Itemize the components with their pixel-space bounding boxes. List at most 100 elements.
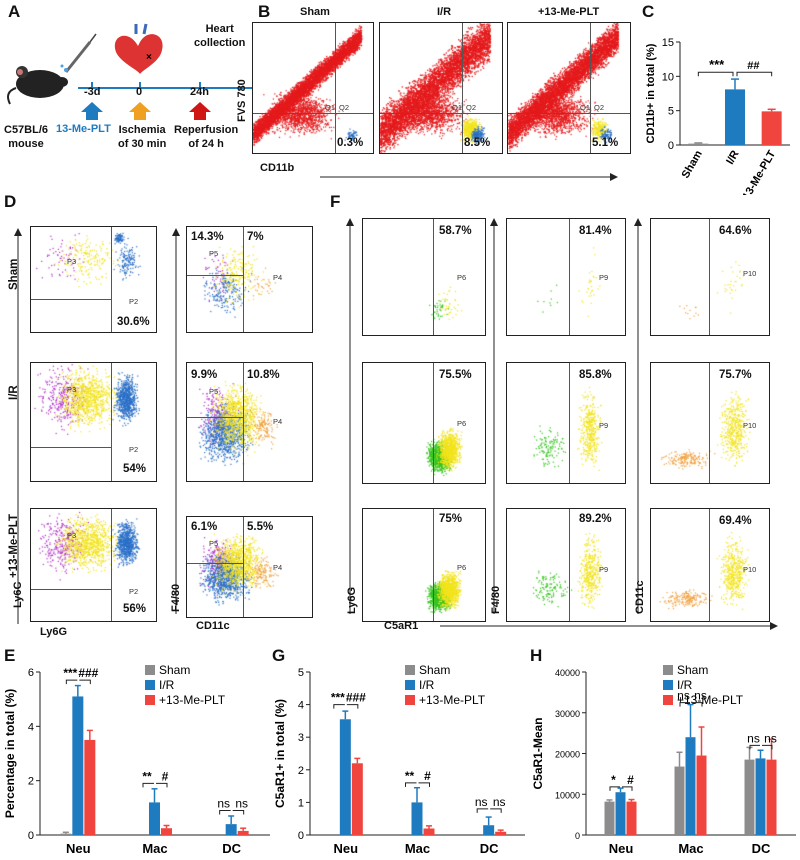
gate-p2: P2 bbox=[129, 297, 139, 306]
gate-p5: P5 bbox=[209, 539, 219, 548]
f-c5ar1-label: C5aR1 bbox=[384, 620, 419, 632]
bar-sham-dc bbox=[744, 759, 755, 835]
gate-p2: P2 bbox=[129, 445, 139, 454]
sig-bracket bbox=[697, 71, 734, 77]
gate-p6: P6 bbox=[457, 419, 467, 428]
panel-label-d: D bbox=[4, 192, 17, 211]
legend-swatch-1 bbox=[145, 680, 155, 690]
legend-label-0: Sham bbox=[419, 663, 450, 677]
legend-label-0: Sham bbox=[159, 663, 190, 677]
legend-swatch-0 bbox=[405, 665, 415, 675]
y-tick-label: 10 bbox=[662, 71, 674, 83]
f-pct-c3-ir: 75.7% bbox=[719, 369, 752, 381]
sig-bracket bbox=[405, 782, 417, 787]
f-pct-c1-plt: 75% bbox=[439, 513, 463, 525]
b-plot-plt: Q1 Q2 5.1% bbox=[507, 22, 631, 154]
b-pct-ir: 8.5% bbox=[464, 137, 491, 149]
arrow-orange-icon bbox=[129, 102, 151, 120]
gate-p6: P6 bbox=[457, 563, 467, 572]
y-tick-label: 30000 bbox=[555, 709, 580, 719]
sig-label: ns bbox=[677, 689, 690, 703]
f-c3-ir-dots bbox=[651, 363, 769, 483]
sig-bracket bbox=[156, 782, 168, 788]
sig-label: ns bbox=[694, 689, 707, 703]
bar-i-r-neu bbox=[615, 792, 626, 835]
d-mid-pct-ir-2: 10.8% bbox=[247, 369, 280, 381]
d-mid-pct-plt-1: 6.1% bbox=[191, 521, 218, 533]
legend-label-2: +13-Me-PLT bbox=[677, 693, 744, 707]
y-tick-label: 20000 bbox=[555, 750, 580, 760]
sig-label: # bbox=[162, 769, 169, 783]
f480-axis-arrow-f bbox=[490, 218, 498, 614]
y-axis-label: C5aR1+ in total (%) bbox=[273, 699, 287, 808]
f-c1-ir-dots bbox=[363, 363, 485, 483]
y-axis-label: CD11b+ in total (%) bbox=[645, 43, 657, 143]
arrow-red-icon bbox=[189, 102, 211, 120]
legend-label-0: Sham bbox=[677, 663, 708, 677]
gate-p3: P3 bbox=[67, 385, 77, 394]
ly6g-axis-arrow bbox=[346, 218, 354, 614]
c5ar1-axis-arrow bbox=[440, 622, 778, 630]
b-plot-sham: Q1 Q2 0.3% bbox=[252, 22, 374, 154]
time-0: 0 bbox=[136, 86, 143, 98]
x-tick-label: +13-Me-PLT bbox=[737, 148, 778, 195]
f-c3-sham-dots bbox=[651, 219, 769, 335]
reperfusion-label: Reperfusion of 24 h bbox=[174, 124, 239, 150]
d-mid-sham-dots bbox=[187, 227, 312, 332]
time-24h: 24h bbox=[190, 86, 209, 98]
d-mid-sham: 14.3% 7% P5 P4 bbox=[186, 226, 313, 333]
x-tick-label: I/R bbox=[724, 148, 741, 166]
y-tick-label: 2 bbox=[298, 765, 304, 777]
f-c2-plt: 89.2% P9 bbox=[506, 508, 626, 622]
sig-bracket bbox=[609, 786, 620, 791]
sig-label: ns bbox=[475, 795, 488, 809]
sig-bracket bbox=[142, 782, 154, 788]
gate-q1: Q1 bbox=[580, 103, 591, 112]
legend-label-2: +13-Me-PLT bbox=[159, 693, 226, 707]
legend-swatch-1 bbox=[405, 680, 415, 690]
sig-bracket bbox=[219, 810, 231, 815]
y-axis-label: C5aR1-Mean bbox=[531, 717, 545, 789]
y-tick-label: 3 bbox=[298, 732, 304, 744]
d-mid-plt-dots bbox=[187, 517, 312, 617]
y-tick-label: 4 bbox=[28, 721, 34, 733]
f-c3-sham: 64.6% P10 bbox=[650, 218, 770, 336]
gate-p5: P5 bbox=[209, 249, 219, 258]
gate-q1: Q1 bbox=[452, 103, 463, 112]
arrow-blue-icon bbox=[81, 102, 103, 120]
drug-label: 13-Me-PLT bbox=[56, 123, 111, 135]
ly6c-axis-arrow bbox=[14, 228, 22, 624]
f-c3-ir: 75.7% P10 bbox=[650, 362, 770, 484]
f-f480-label: F4/80 bbox=[490, 585, 502, 614]
x-tick-label-dc: DC bbox=[480, 841, 499, 856]
d-mid-pct-sham-1: 14.3% bbox=[191, 231, 224, 243]
panel-label-e: E bbox=[4, 646, 16, 665]
bar--13-me-plt-neu bbox=[626, 801, 637, 835]
sig-label: *** bbox=[331, 691, 345, 705]
y-tick-label: 0 bbox=[575, 831, 580, 841]
b-title-sham: Sham bbox=[300, 6, 330, 18]
d-left-pct-ir: 54% bbox=[123, 463, 147, 475]
sig-bracket bbox=[679, 702, 690, 707]
legend-label-2: +13-Me-PLT bbox=[419, 693, 486, 707]
f-pct-c1-ir: 75.5% bbox=[439, 369, 472, 381]
sig-bracket bbox=[622, 786, 633, 791]
d-mid-plt: 6.1% 5.5% P5 P4 bbox=[186, 516, 313, 618]
panel-label-b: B bbox=[258, 2, 271, 21]
f-c2-sham-dots bbox=[507, 219, 625, 335]
d-left-ir-dots bbox=[31, 363, 156, 481]
gate-p4: P4 bbox=[273, 563, 283, 572]
f-c2-ir: 85.8% P9 bbox=[506, 362, 626, 484]
bar--13-me-plt-neu bbox=[351, 763, 363, 835]
sig-label: ns bbox=[235, 797, 248, 811]
bar--13-me-plt-dc bbox=[237, 830, 249, 835]
y-tick-label: 40000 bbox=[555, 668, 580, 678]
gate-p4: P4 bbox=[273, 273, 283, 282]
sig-label: ns bbox=[764, 731, 777, 745]
panel-a-schematic: × bbox=[7, 23, 275, 120]
b-xaxis-label: CD11b bbox=[260, 162, 295, 174]
b-plot-plt-dots bbox=[508, 23, 630, 153]
legend-label-1: I/R bbox=[677, 678, 693, 692]
bar-sham bbox=[688, 143, 709, 145]
d-f480-label: F4/80 bbox=[170, 583, 182, 612]
